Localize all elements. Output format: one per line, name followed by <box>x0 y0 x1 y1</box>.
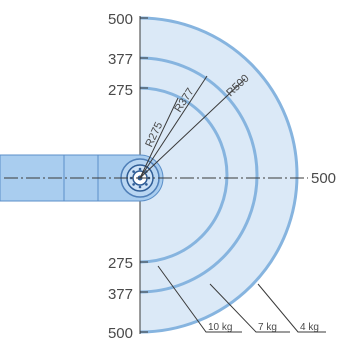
scale-label-bottom-500: 500 <box>108 325 133 342</box>
radius-lines <box>139 75 246 179</box>
scale-label-top-377: 377 <box>108 51 133 68</box>
reach-arc-500 <box>139 16 299 334</box>
reach-arc-275 <box>139 86 229 264</box>
axis-label-right: 500 <box>311 170 336 187</box>
scale-label-bottom-275: 275 <box>108 255 133 272</box>
scale-ticks <box>140 17 148 333</box>
weight-label-4kg: 4 kg <box>300 322 319 333</box>
weight-label-7kg: 7 kg <box>258 322 277 333</box>
weight-label-10kg: 10 kg <box>208 322 232 333</box>
scale-label-bottom-377: 377 <box>108 286 133 303</box>
reach-arc-377 <box>139 56 259 294</box>
scale-label-top-275: 275 <box>108 82 133 99</box>
weight-leaders <box>157 265 326 333</box>
scale-label-top-500: 500 <box>108 11 133 28</box>
